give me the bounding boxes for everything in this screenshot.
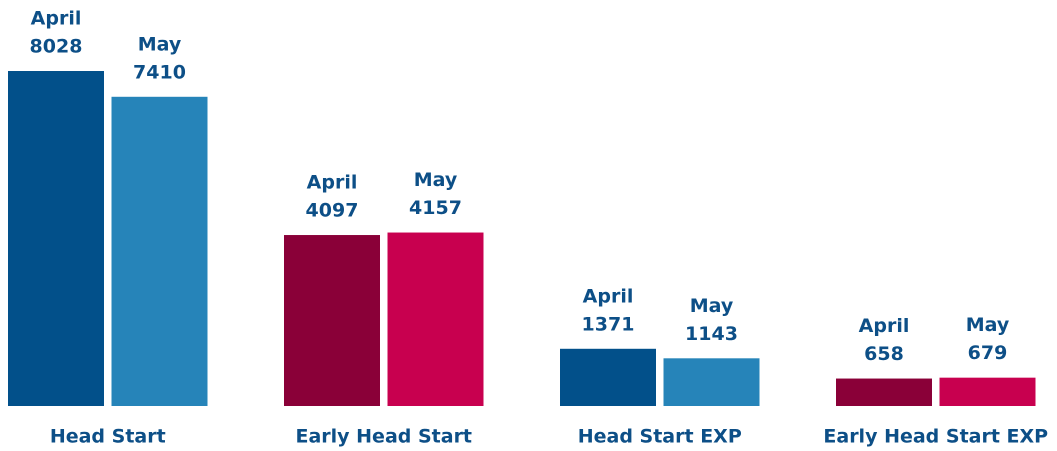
bar-value-label: 7410 — [133, 61, 186, 83]
bar-value-label: 1143 — [685, 323, 738, 345]
category-label: Head Start EXP — [578, 426, 742, 448]
bar-series-label: May — [966, 314, 1010, 336]
category-label: Early Head Start — [295, 426, 472, 448]
category-label: Early Head Start EXP — [823, 426, 1048, 448]
bar-series-label: May — [138, 33, 182, 55]
bar-series-label: May — [690, 295, 734, 317]
category-label: Head Start — [50, 426, 166, 448]
bar — [663, 358, 760, 406]
bar-series-label: April — [31, 8, 82, 30]
bar — [387, 232, 484, 406]
bar-value-label: 4097 — [306, 200, 359, 222]
bar — [560, 348, 656, 406]
bar — [939, 377, 1036, 406]
bar — [836, 378, 932, 406]
bar-series-label: April — [307, 172, 358, 194]
bar-value-label: 679 — [968, 342, 1008, 364]
bar — [8, 71, 104, 406]
bar-series-label: April — [859, 315, 910, 337]
bar-value-label: 4157 — [409, 197, 462, 219]
bar — [111, 96, 208, 407]
bar-value-label: 658 — [864, 343, 904, 365]
bar — [284, 235, 380, 406]
bar-value-label: 8028 — [30, 36, 83, 58]
bar-series-label: May — [414, 169, 458, 191]
bar-series-label: April — [583, 285, 634, 307]
bar-value-label: 1371 — [582, 313, 635, 335]
